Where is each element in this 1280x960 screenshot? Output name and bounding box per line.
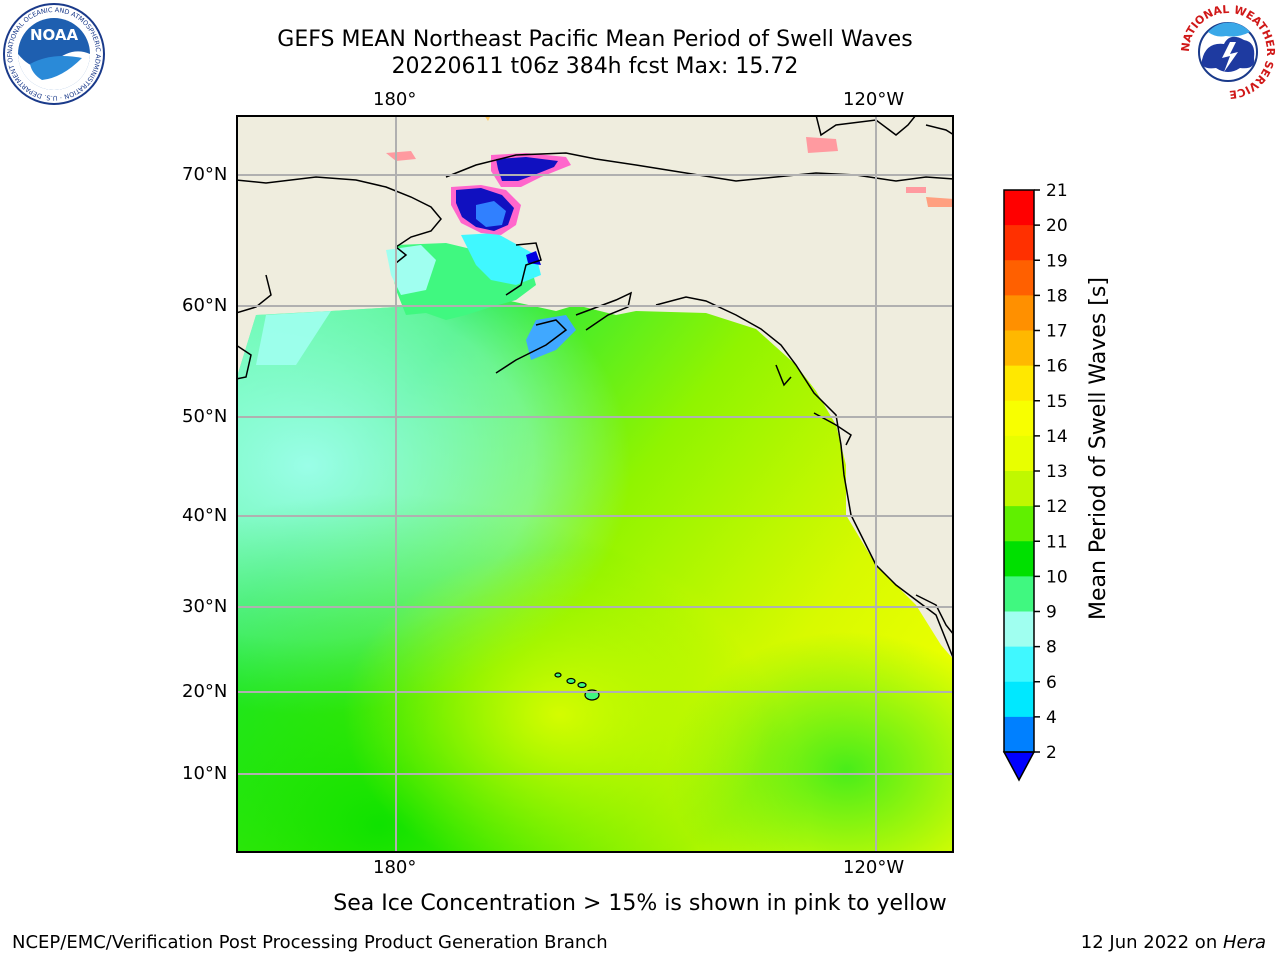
- colorbar-tick-label: 16: [1046, 357, 1068, 377]
- colorbar-tick-label: 10: [1046, 567, 1068, 587]
- colorbar-band: [1004, 611, 1034, 648]
- colorbar-band: [1004, 541, 1034, 577]
- lon-label-top-180: 180°: [373, 89, 417, 110]
- colorbar: 2 4 6 8 9 10 11 12 13 14 15 16 17 18 19 20 21: [990, 180, 1100, 790]
- colorbar-tick-label: 11: [1046, 532, 1068, 552]
- colorbar-tick-label: 8: [1046, 638, 1057, 658]
- colorbar-tick-label: 2: [1046, 743, 1057, 763]
- colorbar-band: [1004, 260, 1034, 296]
- lat-label-70n: 70°N: [182, 164, 228, 185]
- coastlines: [236, 115, 954, 661]
- lat-label-20n: 20°N: [182, 681, 228, 702]
- colorbar-tick-label: 18: [1046, 286, 1068, 306]
- footer-host: Hera: [1222, 932, 1266, 953]
- colorbar-tick-label: 19: [1046, 251, 1068, 271]
- colorbar-band: [1004, 576, 1034, 612]
- colorbar-band: [1004, 471, 1034, 507]
- footer-credit: NCEP/EMC/Verification Post Processing Pr…: [12, 932, 608, 953]
- colorbar-band: [1004, 365, 1034, 402]
- colorbar-tick-label: 9: [1046, 603, 1057, 623]
- lat-label-50n: 50°N: [182, 406, 228, 427]
- colorbar-tick-label: 13: [1046, 462, 1068, 482]
- colorbar-tick-label: 6: [1046, 673, 1057, 693]
- nws-logo: NATIONAL WEATHER SERVICE: [1178, 2, 1278, 102]
- colorbar-tick-label: 15: [1046, 392, 1068, 412]
- lon-label-top-120w: 120°W: [843, 89, 905, 110]
- colorbar-band: [1004, 295, 1034, 331]
- colorbar-band: [1004, 400, 1034, 437]
- ice-caption: Sea Ice Concentration > 15% is shown in …: [333, 891, 947, 916]
- lon-label-bottom-180: 180°: [373, 857, 417, 878]
- colorbar-band: [1004, 646, 1034, 683]
- colorbar-tick-label: 12: [1046, 497, 1068, 517]
- noaa-logo: NATIONAL OCEANIC AND ATMOSPHERIC ADMINIS…: [0, 0, 106, 106]
- footer-date-text: 12 Jun 2022 on: [1080, 932, 1223, 953]
- colorbar-band: [1004, 681, 1034, 718]
- colorbar-tick-label: 4: [1046, 708, 1057, 728]
- colorbar-extend-arrow: [1002, 751, 1036, 782]
- chart-title: GEFS MEAN Northeast Pacific Mean Period …: [277, 27, 913, 52]
- colorbar-tick-label: 21: [1046, 181, 1068, 201]
- lat-label-60n: 60°N: [182, 295, 228, 316]
- graticule: [236, 115, 954, 853]
- colorbar-band: [1004, 506, 1034, 542]
- colorbar-tick-label: 20: [1046, 216, 1068, 236]
- colorbar-band: [1004, 190, 1034, 226]
- colorbar-band: [1004, 225, 1034, 261]
- colorbar-tick-label: 17: [1046, 322, 1068, 342]
- colorbar-tick-label: 14: [1046, 427, 1068, 447]
- colorbar-band: [1004, 330, 1034, 367]
- map-frame: [236, 115, 954, 853]
- lat-label-40n: 40°N: [182, 505, 228, 526]
- map-panel: [236, 115, 954, 853]
- lat-label-10n: 10°N: [182, 763, 228, 784]
- svg-text:NOAA: NOAA: [30, 26, 79, 44]
- lon-label-bottom-120w: 120°W: [843, 857, 905, 878]
- colorbar-band: [1004, 435, 1034, 472]
- chart-subtitle: 20220611 t06z 384h fcst Max: 15.72: [391, 54, 799, 79]
- colorbar-title: Mean Period of Swell Waves [s]: [1086, 277, 1111, 620]
- lat-label-30n: 30°N: [182, 596, 228, 617]
- footer-date: 12 Jun 2022 on Hera: [1081, 932, 1266, 953]
- colorbar-band: [1004, 716, 1034, 753]
